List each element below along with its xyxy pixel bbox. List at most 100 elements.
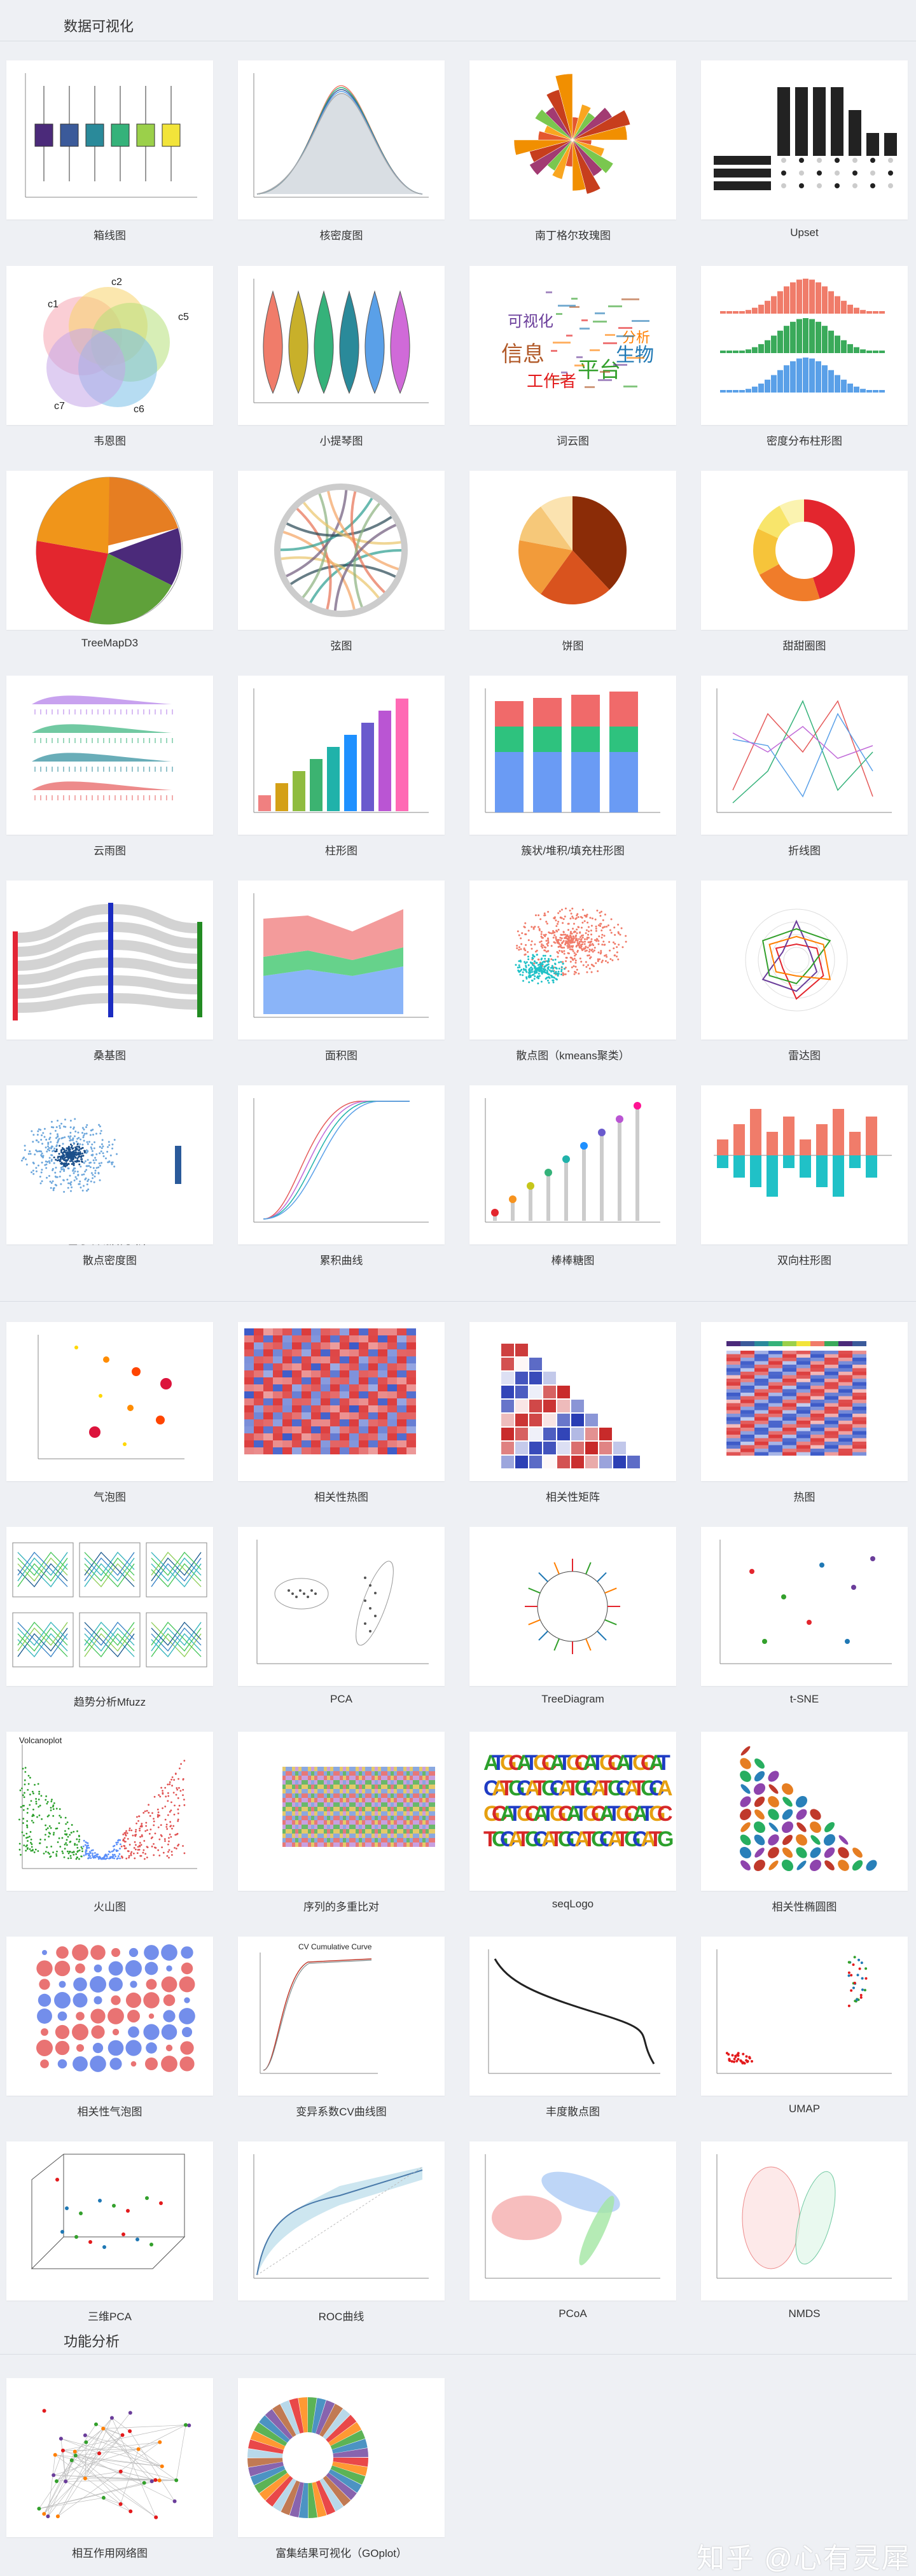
chart-caption-nightingale-rose[interactable]: 南丁格尔玫瑰图 (469, 226, 676, 242)
chart-caption-cumulative-curve[interactable]: 累积曲线 (238, 1251, 445, 1267)
chart-card-correlation-ellipse[interactable] (701, 1732, 908, 1891)
chart-caption-scatter-density[interactable]: 散点密度图 (6, 1251, 213, 1267)
chart-caption-bubble[interactable]: 气泡图 (6, 1488, 213, 1504)
chart-caption-word-cloud[interactable]: 词云图 (469, 432, 676, 448)
chart-caption-correlation-heatmap[interactable]: 相关性热图 (238, 1488, 445, 1504)
venn-set-label: c5 (178, 312, 189, 323)
chart-thumbnail-volcano: Volcanoplot (6, 1732, 213, 1891)
chart-caption-venn[interactable]: 韦恩图 (6, 432, 213, 448)
chart-card-cv-curve[interactable]: CV Cumulative Curve (238, 1937, 445, 2096)
chart-caption-pca-3d[interactable]: 三维PCA (6, 2308, 213, 2323)
chart-card-kmeans-scatter[interactable] (469, 881, 676, 1040)
chart-caption-roc-curve[interactable]: ROC曲线 (238, 2308, 445, 2323)
chart-card-multiple-sequence-alignment[interactable] (238, 1732, 445, 1891)
chart-card-volcano[interactable]: Volcanoplot (6, 1732, 213, 1891)
chart-card-density-histogram[interactable] (701, 266, 908, 425)
chart-caption-area[interactable]: 面积图 (238, 1047, 445, 1062)
chart-caption-cv-curve[interactable]: 变异系数CV曲线图 (238, 2103, 445, 2119)
chart-caption-heatmap[interactable]: 热图 (701, 1488, 908, 1504)
chart-card-boxplot[interactable] (6, 60, 213, 219)
chart-card-kernel-density[interactable] (238, 60, 445, 219)
chart-caption-correlation-matrix[interactable]: 相关性矩阵 (469, 1488, 676, 1504)
chart-card-tree-diagram[interactable] (469, 1527, 676, 1686)
chart-card-upset[interactable] (701, 60, 908, 219)
chart-card-pca-3d[interactable] (6, 2141, 213, 2301)
chart-card-bidirectional-bar[interactable] (701, 1085, 908, 1244)
chart-caption-bar[interactable]: 柱形图 (238, 842, 445, 858)
chart-caption-raincloud[interactable]: 云雨图 (6, 842, 213, 858)
section-title-data-viz: 数据可视化 (64, 15, 134, 36)
chart-caption-pie[interactable]: 饼图 (469, 637, 676, 653)
chart-card-pca[interactable] (238, 1527, 445, 1686)
chart-card-line[interactable] (701, 676, 908, 835)
chart-card-heatmap[interactable] (701, 1322, 908, 1481)
chart-card-raincloud[interactable] (6, 676, 213, 835)
chart-caption-line[interactable]: 折线图 (701, 842, 908, 858)
chart-card-correlation-bubble[interactable] (6, 1937, 213, 2096)
chart-thumbnail-area (238, 881, 445, 1040)
chart-caption-kmeans-scatter[interactable]: 散点图（kmeans聚类） (469, 1047, 676, 1062)
chart-caption-umap[interactable]: UMAP (701, 2103, 908, 2115)
chart-caption-nmds[interactable]: NMDS (701, 2308, 908, 2320)
chart-card-bar[interactable] (238, 676, 445, 835)
chart-card-violin[interactable] (238, 266, 445, 425)
chart-caption-mfuzz-trend[interactable]: 趋势分析Mfuzz (6, 1693, 213, 1709)
chart-caption-violin[interactable]: 小提琴图 (238, 432, 445, 448)
chart-thumbnail-nightingale-rose (469, 60, 676, 219)
chart-card-radar[interactable] (701, 881, 908, 1040)
chart-caption-correlation-ellipse[interactable]: 相关性椭圆图 (701, 1898, 908, 1914)
chart-caption-tree-diagram[interactable]: TreeDiagram (469, 1693, 676, 1706)
chart-card-area[interactable] (238, 881, 445, 1040)
chart-card-bubble[interactable] (6, 1322, 213, 1481)
chart-card-nightingale-rose[interactable] (469, 60, 676, 219)
chart-caption-kernel-density[interactable]: 核密度图 (238, 226, 445, 242)
chart-caption-abundance-scatter[interactable]: 丰度散点图 (469, 2103, 676, 2119)
chart-card-mfuzz-trend[interactable] (6, 1527, 213, 1686)
chart-card-lollipop[interactable] (469, 1085, 676, 1244)
chart-card-word-cloud[interactable]: 可视化信息平台生物工作者分析 (469, 266, 676, 425)
chart-caption-multiple-sequence-alignment[interactable]: 序列的多重比对 (238, 1898, 445, 1914)
chart-thumbnail-interaction-network (6, 2378, 213, 2537)
chart-card-tsne[interactable] (701, 1527, 908, 1686)
chart-caption-bidirectional-bar[interactable]: 双向柱形图 (701, 1251, 908, 1267)
chart-caption-seqlogo[interactable]: seqLogo (469, 1898, 676, 1911)
chart-caption-upset[interactable]: Upset (701, 226, 908, 239)
chart-card-goplot-enrichment[interactable] (238, 2378, 445, 2537)
chart-caption-stacked-bar[interactable]: 簇状/堆积/填充柱形图 (469, 842, 676, 858)
chart-caption-volcano[interactable]: 火山图 (6, 1898, 213, 1914)
chart-caption-radar[interactable]: 雷达图 (701, 1047, 908, 1062)
chart-card-donut[interactable] (701, 471, 908, 630)
chart-card-pcoa[interactable] (469, 2141, 676, 2301)
chart-card-pie[interactable] (469, 471, 676, 630)
chart-card-correlation-heatmap[interactable] (238, 1322, 445, 1481)
chart-caption-boxplot[interactable]: 箱线图 (6, 226, 213, 242)
chart-card-sankey[interactable] (6, 881, 213, 1040)
chart-card-chord[interactable] (238, 471, 445, 630)
chart-card-nmds[interactable] (701, 2141, 908, 2301)
chart-caption-interaction-network[interactable]: 相互作用网络图 (6, 2544, 213, 2560)
chart-caption-goplot-enrichment[interactable]: 富集结果可视化（GOplot） (238, 2544, 445, 2560)
chart-card-stacked-bar[interactable] (469, 676, 676, 835)
chart-caption-treemap-d3[interactable]: TreeMapD3 (6, 637, 213, 650)
chart-caption-density-histogram[interactable]: 密度分布柱形图 (701, 432, 908, 448)
chart-card-interaction-network[interactable] (6, 2378, 213, 2537)
chart-caption-sankey[interactable]: 桑基图 (6, 1047, 213, 1062)
chart-caption-pcoa[interactable]: PCoA (469, 2308, 676, 2320)
chart-card-scatter-density[interactable] (6, 1085, 213, 1244)
chart-card-umap[interactable] (701, 1937, 908, 2096)
chart-caption-tsne[interactable]: t-SNE (701, 1693, 908, 1706)
chart-card-treemap-d3[interactable] (6, 471, 213, 630)
chart-card-correlation-matrix[interactable] (469, 1322, 676, 1481)
chart-caption-correlation-bubble[interactable]: 相关性气泡图 (6, 2103, 213, 2119)
chart-card-abundance-scatter[interactable] (469, 1937, 676, 2096)
chart-card-cumulative-curve[interactable] (238, 1085, 445, 1244)
chart-card-roc-curve[interactable] (238, 2141, 445, 2301)
chart-caption-pca[interactable]: PCA (238, 1693, 445, 1706)
chart-thumbnail-line (701, 676, 908, 835)
chart-caption-chord[interactable]: 弦图 (238, 637, 445, 653)
chart-caption-lollipop[interactable]: 棒棒糖图 (469, 1251, 676, 1267)
chart-caption-donut[interactable]: 甜甜圈图 (701, 637, 908, 653)
